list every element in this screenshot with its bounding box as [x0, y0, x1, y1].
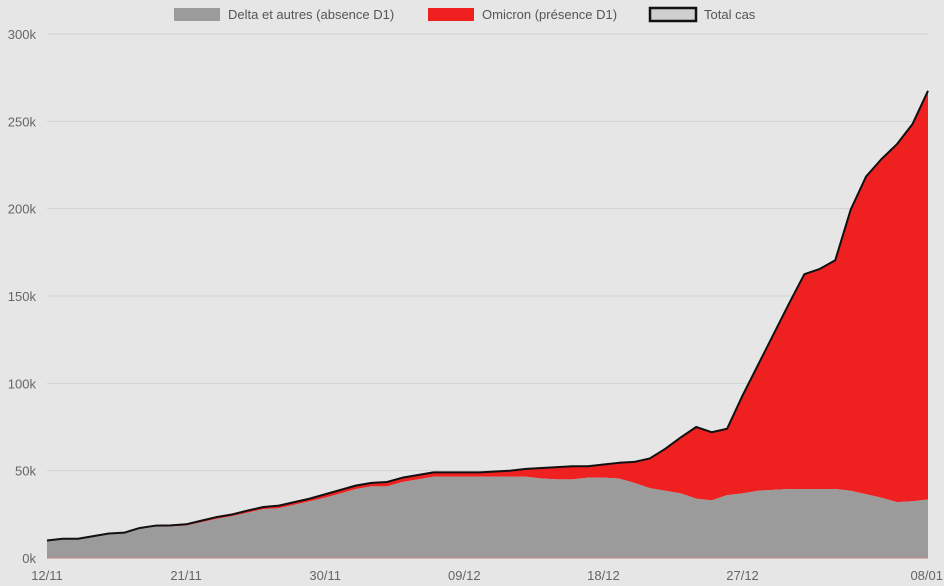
x-tick-label: 08/01 [910, 568, 943, 583]
y-tick-label: 200k [8, 202, 37, 217]
area-series-omicron [47, 90, 928, 541]
legend-label-total: Total cas [704, 7, 756, 22]
y-tick-label: 300k [8, 27, 37, 42]
x-tick-label: 27/12 [726, 568, 759, 583]
line-series-total [46, 90, 929, 542]
legend-label-omicron: Omicron (présence D1) [482, 7, 617, 22]
y-tick-label: 50k [15, 464, 36, 479]
x-tick-label: 18/12 [587, 568, 620, 583]
legend-swatch-total [648, 6, 698, 23]
y-tick-label: 0k [22, 551, 36, 566]
legend-swatch-delta [174, 8, 220, 21]
x-tick-label: 21/11 [170, 568, 202, 583]
x-tick-label: 12/11 [31, 568, 63, 583]
y-tick-label: 250k [8, 114, 37, 129]
area-series-delta [47, 476, 928, 558]
legend-label-delta: Delta et autres (absence D1) [228, 7, 394, 22]
y-tick-label: 150k [8, 289, 37, 304]
x-tick-label: 30/11 [309, 568, 341, 583]
y-tick-label: 100k [8, 376, 37, 391]
x-tick-label: 09/12 [448, 568, 481, 583]
legend-swatch-omicron [428, 8, 474, 21]
